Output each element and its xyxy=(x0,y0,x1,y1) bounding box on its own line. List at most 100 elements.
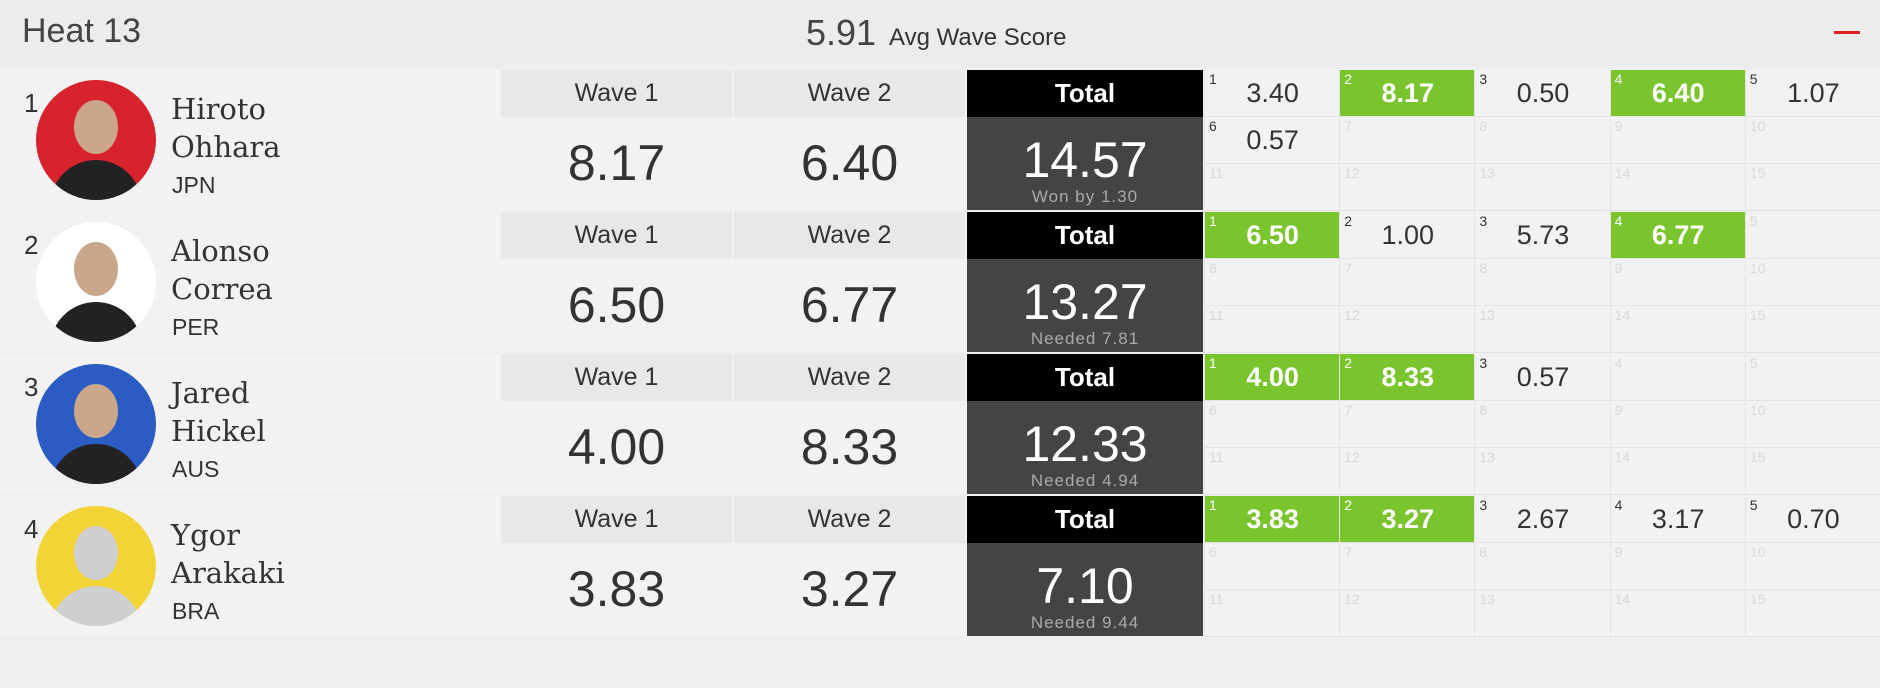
wave-cell: 6 0.57 xyxy=(1204,117,1340,164)
wave-header: Wave 2 xyxy=(734,496,965,543)
wave-number: 2 xyxy=(1344,71,1352,87)
country: AUS xyxy=(172,456,220,482)
wave-cell-score: 1.00 xyxy=(1381,220,1435,250)
wave-number: 9 xyxy=(1614,402,1623,418)
wave-number: 3 xyxy=(1479,355,1488,371)
wave-number: 11 xyxy=(1209,591,1224,607)
last-name: Hickel xyxy=(171,414,266,448)
wave-cell: 2 8.17 xyxy=(1339,70,1475,117)
wave-cell-score: 0.70 xyxy=(1787,504,1840,534)
wave-cell: 9 xyxy=(1609,543,1745,590)
wave-cell: 2 3.27 xyxy=(1339,496,1475,543)
wave-number: 8 xyxy=(1479,402,1488,418)
wave-header: Wave 2 xyxy=(734,70,965,117)
wave-cell: 12 xyxy=(1339,590,1475,637)
total-header: Total xyxy=(967,496,1203,543)
wave-number: 4 xyxy=(1614,213,1623,229)
wave-cell: 5 0.70 xyxy=(1744,496,1880,543)
result-note: Needed 9.44 xyxy=(1030,613,1140,632)
wave-number: 6 xyxy=(1209,402,1217,418)
wave-score: 6.50 xyxy=(567,277,666,333)
wave-number: 5 xyxy=(1749,497,1758,513)
heat-header: Heat 13 5.91 Avg Wave Score xyxy=(0,0,1880,67)
wave-cell: 3 0.50 xyxy=(1474,70,1610,117)
wave-cell: 10 xyxy=(1744,117,1880,164)
last-name: Correa xyxy=(171,272,273,306)
wave-cell: 14 xyxy=(1609,448,1745,495)
wave-cell: 15 xyxy=(1744,448,1880,495)
country: BRA xyxy=(172,598,220,624)
wave-cell-score: 0.57 xyxy=(1516,362,1570,392)
wave-cell: 4 3.17 xyxy=(1609,496,1745,543)
wave-number: 1 xyxy=(1209,355,1217,371)
rank: 2 xyxy=(24,230,39,260)
photo-body xyxy=(50,586,142,626)
wave-number: 6 xyxy=(1209,118,1217,134)
photo-head xyxy=(74,526,118,580)
last-name: Arakaki xyxy=(171,556,285,590)
wave-cell-score: 3.27 xyxy=(1381,504,1435,534)
wave-number: 13 xyxy=(1479,307,1495,323)
wave-number: 14 xyxy=(1614,449,1631,465)
wave-cell-score: 2.67 xyxy=(1516,504,1570,534)
wave-number: 10 xyxy=(1749,544,1766,560)
wave-number: 15 xyxy=(1749,165,1766,181)
wave-cell-score: 3.17 xyxy=(1651,504,1705,534)
wave-number: 9 xyxy=(1614,544,1623,560)
wave-cell: 13 xyxy=(1474,306,1610,353)
wave-cell: 12 xyxy=(1339,306,1475,353)
wave-cell: 10 xyxy=(1744,259,1880,306)
wave-number: 7 xyxy=(1344,118,1352,134)
wave-cell: 13 xyxy=(1474,448,1610,495)
surfer-photo xyxy=(36,222,156,342)
total-score: 7.10 xyxy=(1036,558,1134,614)
total-body: 14.57 Won by 1.30 xyxy=(967,117,1203,210)
wave-cell: 6 xyxy=(1204,401,1340,448)
wave-number: 13 xyxy=(1479,449,1495,465)
wave-cell: 8 xyxy=(1474,259,1610,306)
avg-score: 5.91 xyxy=(806,12,877,53)
wave-cell: 7 xyxy=(1339,401,1475,448)
wave-cell-score: 3.40 xyxy=(1246,78,1299,108)
wave-number: 4 xyxy=(1614,497,1623,513)
wave-score: 6.40 xyxy=(800,135,899,191)
photo-body xyxy=(50,302,142,342)
photo-body xyxy=(50,444,142,484)
wave-cell: 3 2.67 xyxy=(1474,496,1610,543)
wave-cell: 8 xyxy=(1474,543,1610,590)
total-header: Total xyxy=(967,354,1203,401)
wave-cell: 11 xyxy=(1204,306,1340,353)
wave-cell: 3 0.57 xyxy=(1474,354,1610,401)
collapse-button[interactable] xyxy=(1834,31,1860,34)
surfer-photo xyxy=(36,80,156,200)
wave-number: 14 xyxy=(1614,307,1631,323)
wave-cell: 11 xyxy=(1204,164,1340,211)
wave-number: 7 xyxy=(1344,402,1352,418)
country: PER xyxy=(172,314,220,340)
wave-cell-score: 3.83 xyxy=(1246,504,1299,534)
wave-cell-score: 6.77 xyxy=(1651,220,1705,250)
wave-score: 4.00 xyxy=(567,419,666,475)
wave-cell: 1 4.00 xyxy=(1204,354,1340,401)
wave-number: 14 xyxy=(1614,165,1631,181)
first-name: Ygor xyxy=(171,518,241,552)
wave-cell: 14 xyxy=(1609,164,1745,211)
wave-cell: 4 xyxy=(1609,354,1745,401)
wave-number: 15 xyxy=(1749,307,1766,323)
wave-number: 10 xyxy=(1749,260,1766,276)
wave-number: 11 xyxy=(1209,165,1224,181)
wave-header: Wave 1 xyxy=(501,212,732,259)
total-body: 7.10 Needed 9.44 xyxy=(967,543,1203,636)
wave-number: 5 xyxy=(1749,213,1758,229)
wave-number: 12 xyxy=(1344,307,1360,323)
wave-number: 1 xyxy=(1209,497,1217,513)
photo-body xyxy=(50,160,142,200)
wave-number: 3 xyxy=(1479,497,1488,513)
wave-number: 2 xyxy=(1344,355,1352,371)
wave-number: 12 xyxy=(1344,449,1360,465)
wave-number: 15 xyxy=(1749,449,1766,465)
wave-number: 4 xyxy=(1614,71,1623,87)
surfer-row: 2 Alonso Correa PER Wave 1 6.50 Wave 2 6.77 Tota… xyxy=(0,212,1880,353)
wave-cell: 8 xyxy=(1474,117,1610,164)
rank: 1 xyxy=(24,88,39,118)
